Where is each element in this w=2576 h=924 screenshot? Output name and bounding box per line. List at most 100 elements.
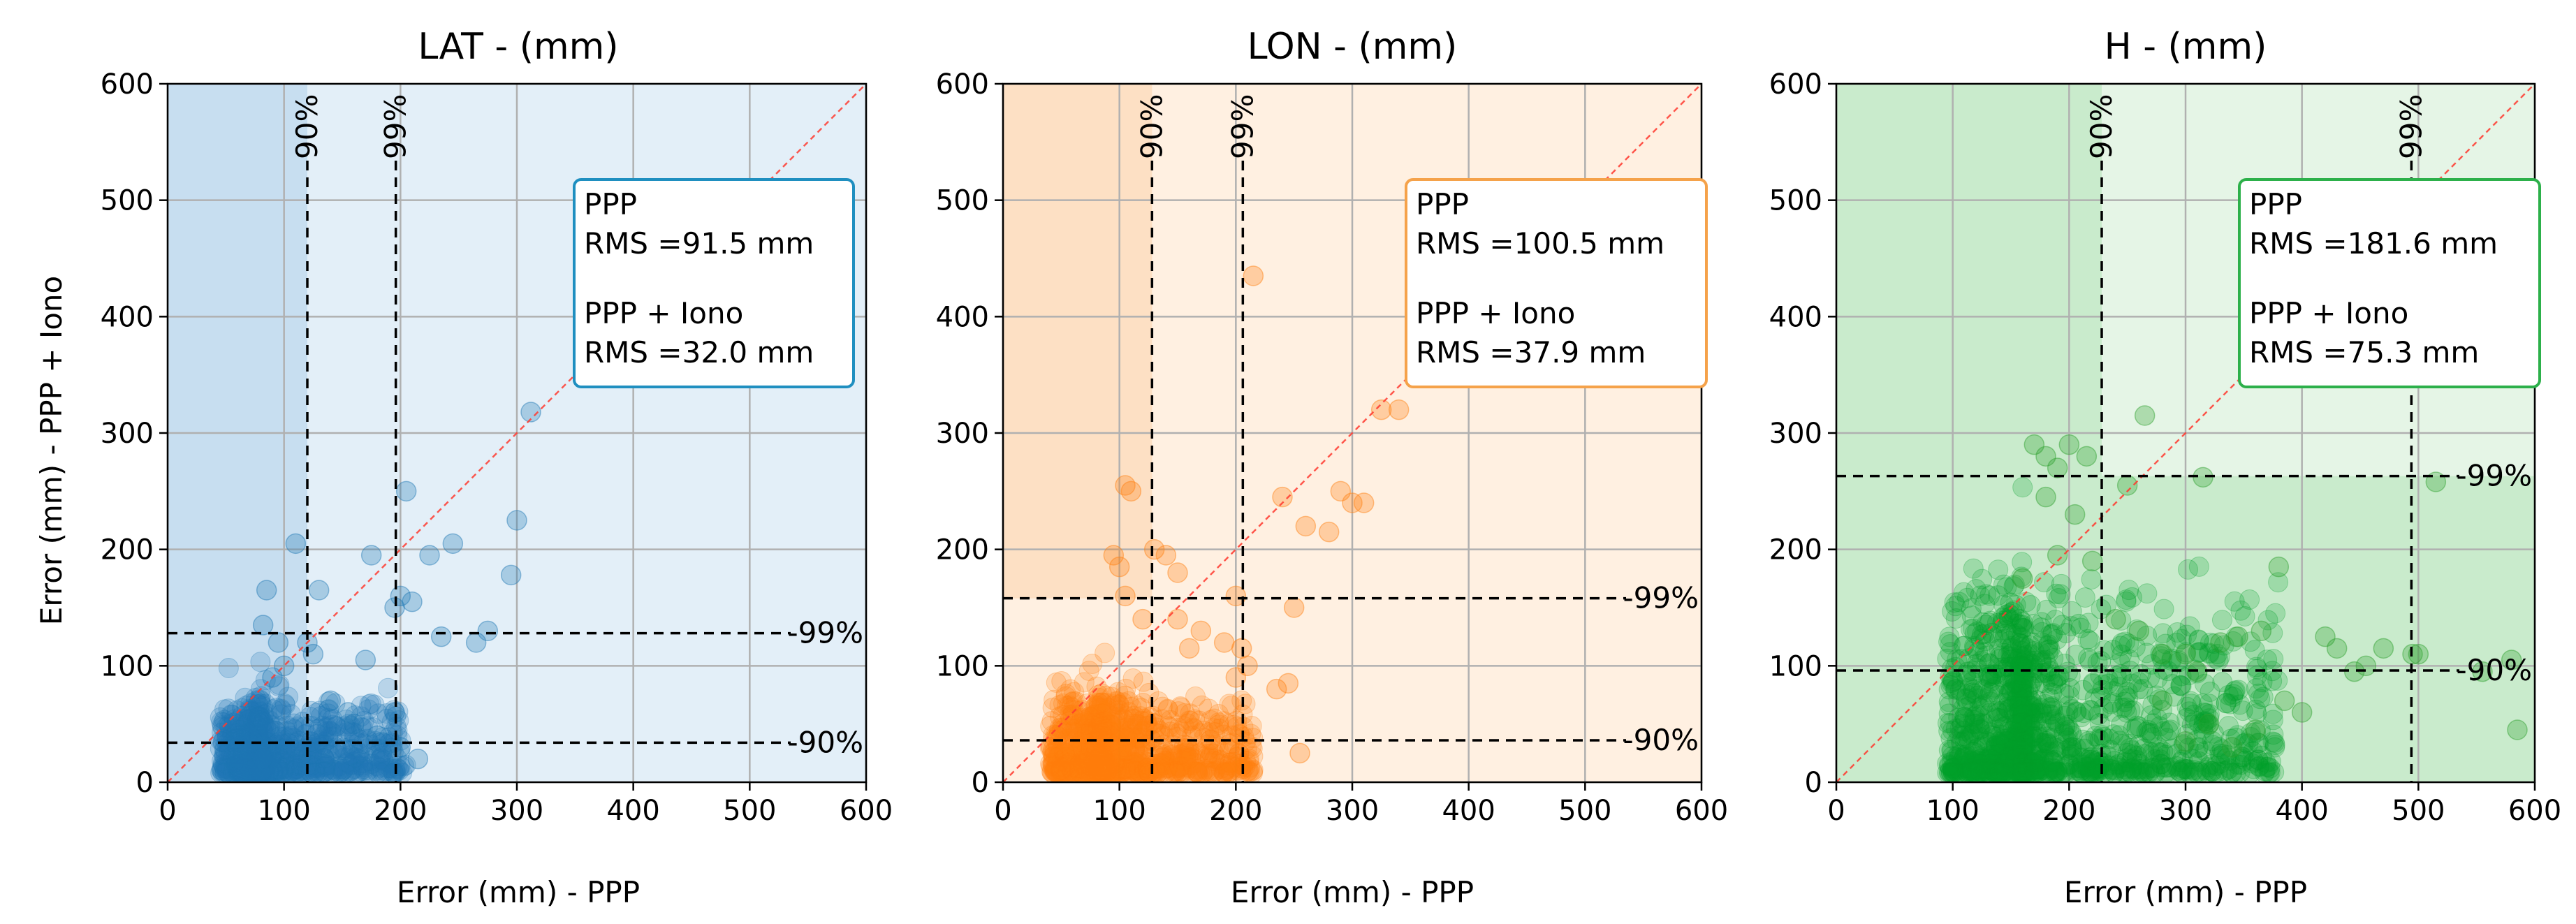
lon-data-point bbox=[1065, 760, 1086, 781]
lat-data-point bbox=[251, 760, 272, 781]
lat-data-point bbox=[228, 748, 249, 769]
lat-data-point bbox=[322, 714, 343, 735]
lat-data-point bbox=[244, 747, 265, 768]
lon-data-point bbox=[1086, 710, 1107, 731]
lon-data-point bbox=[1095, 754, 1115, 775]
lat-data-point bbox=[252, 730, 273, 751]
lat-data-point bbox=[344, 705, 365, 726]
lat-data-point bbox=[250, 751, 271, 772]
lon-data-point bbox=[1241, 715, 1262, 736]
lon-data-point bbox=[1102, 761, 1122, 782]
lat-data-point bbox=[229, 757, 250, 778]
lon-data-point bbox=[1125, 760, 1146, 781]
lat-data-point bbox=[269, 674, 290, 695]
lat-data-point bbox=[231, 762, 252, 782]
lon-data-point bbox=[1088, 714, 1109, 735]
h-data-point bbox=[2047, 629, 2068, 650]
lat-data-point bbox=[242, 760, 263, 781]
lat-data-point bbox=[222, 763, 243, 782]
lon-data-point bbox=[1182, 726, 1203, 747]
lat-data-point bbox=[284, 756, 305, 777]
lat-ppp-label: PPP bbox=[584, 187, 637, 221]
lat-data-point bbox=[387, 725, 408, 746]
lat-data-point bbox=[238, 758, 259, 779]
lon-data-point bbox=[1129, 760, 1150, 781]
lon-data-point bbox=[1088, 763, 1109, 782]
lon-data-point bbox=[1044, 689, 1064, 710]
lat-data-point bbox=[240, 753, 261, 774]
lon-data-point bbox=[1101, 761, 1122, 782]
lat-data-point bbox=[254, 704, 275, 725]
lat-data-point bbox=[348, 748, 369, 769]
lon-data-point bbox=[1090, 712, 1111, 733]
h-data-point bbox=[1963, 558, 1984, 579]
lon-data-point bbox=[1127, 714, 1148, 735]
lat-data-point bbox=[241, 759, 262, 780]
lon-data-point bbox=[1071, 700, 1092, 721]
lat-data-point bbox=[326, 739, 347, 760]
lat-data-point bbox=[249, 707, 270, 728]
lon-data-point bbox=[1164, 747, 1185, 768]
lat-data-point bbox=[272, 758, 293, 779]
lat-data-point bbox=[373, 750, 394, 771]
lat-data-point bbox=[349, 729, 369, 750]
lat-data-point bbox=[343, 739, 364, 760]
lon-data-point bbox=[1122, 709, 1143, 730]
h-y-tick-label: 400 bbox=[1769, 301, 1822, 333]
lon-data-point bbox=[1109, 750, 1130, 771]
lat-data-point bbox=[232, 760, 253, 781]
lon-data-point bbox=[1231, 759, 1252, 780]
lon-data-point bbox=[1090, 759, 1111, 780]
lon-data-point bbox=[1122, 759, 1143, 780]
lon-data-point bbox=[1072, 753, 1093, 774]
lat-data-point bbox=[260, 759, 281, 780]
lon-data-point bbox=[1127, 695, 1148, 716]
lat-outlier-point bbox=[367, 725, 388, 747]
h-data-point bbox=[2253, 687, 2274, 707]
h-percentile-x-99-label: 99% bbox=[2394, 94, 2428, 159]
lon-data-point bbox=[1123, 708, 1144, 729]
lat-data-point bbox=[251, 752, 272, 773]
lat-data-point bbox=[325, 716, 346, 737]
lon-data-point bbox=[1101, 714, 1122, 735]
lat-data-point bbox=[244, 749, 265, 770]
lon-data-point bbox=[1090, 710, 1111, 731]
lat-data-point bbox=[230, 757, 251, 778]
lat-data-point bbox=[253, 756, 274, 777]
lat-data-point bbox=[353, 753, 374, 774]
lon-data-point bbox=[1065, 691, 1086, 712]
lon-data-point bbox=[1097, 718, 1118, 739]
lat-data-point bbox=[340, 745, 361, 766]
lon-data-point bbox=[1099, 754, 1120, 775]
h-percentile-y-90-label: -90% bbox=[2456, 653, 2532, 687]
lon-plot-area: 90% 99%-90%-99%0 100 200 300 400 500 6000100200… bbox=[936, 68, 1729, 827]
lon-data-point bbox=[1085, 733, 1106, 754]
lon-data-point bbox=[1055, 746, 1076, 767]
lon-data-point bbox=[1176, 756, 1196, 777]
lat-data-point bbox=[295, 724, 316, 745]
lon-data-point bbox=[1059, 711, 1080, 732]
lon-data-point bbox=[1097, 757, 1118, 778]
lat-data-point bbox=[245, 763, 266, 782]
lon-data-point bbox=[1222, 751, 1243, 772]
lat-data-point bbox=[214, 728, 235, 749]
lat-data-point bbox=[275, 740, 295, 761]
lat-data-point bbox=[246, 740, 267, 761]
lon-data-point bbox=[1104, 762, 1125, 782]
lat-data-point bbox=[250, 762, 271, 782]
lat-data-point bbox=[223, 749, 244, 770]
lat-data-point bbox=[219, 714, 240, 735]
lat-data-point bbox=[284, 719, 305, 740]
lon-data-point bbox=[1111, 763, 1132, 782]
lon-data-point bbox=[1064, 726, 1085, 747]
lon-data-point bbox=[1048, 721, 1069, 742]
lon-data-point bbox=[1055, 751, 1076, 772]
lon-data-point bbox=[1083, 758, 1104, 779]
lon-data-point bbox=[1080, 750, 1101, 771]
lon-data-point bbox=[1088, 693, 1109, 714]
lon-data-point bbox=[1078, 753, 1099, 774]
lon-data-point bbox=[1123, 726, 1144, 747]
lon-data-point bbox=[1044, 761, 1065, 782]
lon-data-point bbox=[1090, 728, 1111, 749]
lat-data-point bbox=[323, 759, 344, 780]
